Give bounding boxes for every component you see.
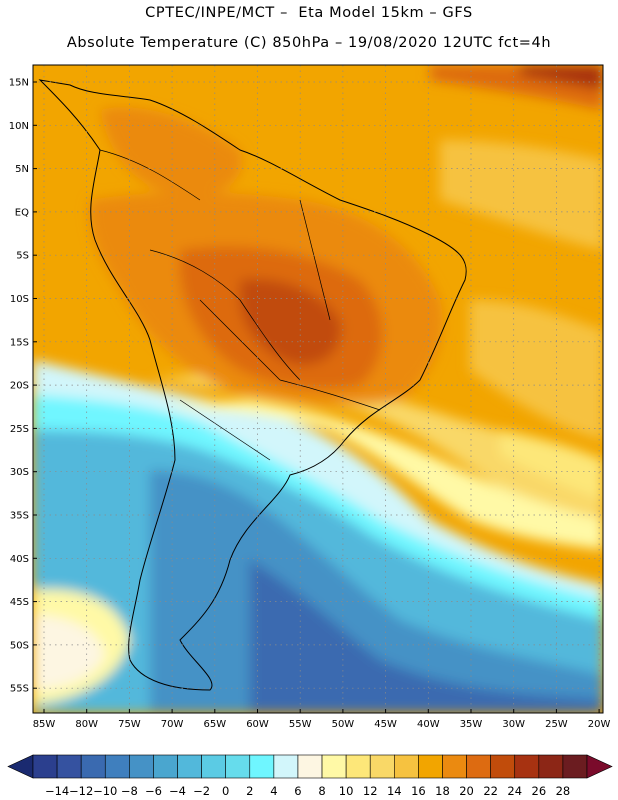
colorbar-swatch	[153, 754, 178, 779]
lat-tick-label: 5S	[16, 251, 29, 262]
gridlines	[33, 65, 603, 713]
lat-tick-label: 10N	[9, 121, 29, 132]
colorbar-swatch	[466, 754, 491, 779]
colorbar-swatch	[249, 754, 275, 779]
colorbar-swatch	[104, 754, 130, 779]
colorbar-tick-label: 14	[387, 784, 402, 798]
colorbar-swatch	[177, 754, 202, 779]
latitude-axis: 15N 10N 5N EQ 5S 10S 15S 20S 25S 30S 35S 40S 45S 50S 5…	[9, 78, 37, 695]
lat-tick-label: 10S	[10, 294, 29, 305]
lon-tick-label: 50W	[332, 719, 355, 730]
colorbar-tick-label: 16	[411, 784, 426, 798]
chart-title-line1: CPTEC/INPE/MCT – Eta Model 15km – GFS	[145, 5, 473, 21]
lat-tick-label: 30S	[10, 467, 29, 478]
lat-tick-label: 45S	[10, 597, 29, 608]
coastline	[38, 79, 467, 691]
colorbar-tick-label: −12	[69, 784, 93, 798]
colorbar-swatch	[297, 754, 323, 779]
colorbar-tick-label: 22	[483, 784, 498, 798]
colorbar-tick-label: 12	[363, 784, 378, 798]
lat-tick-label: 15S	[10, 337, 29, 348]
colorbar-tick-label: 28	[556, 784, 571, 798]
colorbar-tick-label: 4	[270, 784, 277, 798]
colorbar-tick-label: 0	[222, 784, 229, 798]
lon-tick-label: 85W	[33, 719, 56, 730]
colorbar-tick-label: 2	[246, 784, 253, 798]
map-frame	[32, 64, 604, 714]
lon-tick-label: 60W	[246, 719, 269, 730]
colorbar-underflow-arrow	[7, 754, 34, 779]
lat-tick-label: EQ	[15, 207, 29, 218]
lon-tick-label: 80W	[75, 719, 98, 730]
colorbar-tick-label: −10	[93, 784, 117, 798]
lon-tick-label: 65W	[203, 719, 226, 730]
lat-tick-label: 5N	[15, 164, 29, 175]
colorbar-swatch	[442, 754, 467, 779]
lon-tick-label: 55W	[289, 719, 312, 730]
lon-tick-label: 25W	[545, 719, 568, 730]
colorbar-tick-label: −2	[193, 784, 210, 798]
colorbar-tick-label: −4	[169, 784, 186, 798]
colorbar-tick-label: 26	[532, 784, 547, 798]
lat-tick-label: 15N	[9, 78, 29, 89]
lat-tick-label: 25S	[10, 424, 29, 435]
colorbar-swatch	[394, 754, 419, 779]
lat-tick-label: 55S	[10, 684, 29, 695]
lon-tick-label: 45W	[374, 719, 397, 730]
colorbar-swatch	[345, 754, 371, 779]
colorbar-swatch	[369, 754, 395, 779]
colorbar-swatch	[321, 754, 347, 779]
colorbar-swatch	[273, 754, 299, 779]
colorbar-overflow-arrow	[586, 754, 613, 779]
lon-tick-label: 75W	[118, 719, 141, 730]
lon-tick-label: 20W	[588, 719, 611, 730]
colorbar-swatch	[418, 754, 443, 779]
lat-tick-label: 35S	[10, 511, 29, 522]
colorbar-swatch	[538, 754, 564, 779]
colorbar-swatch	[56, 754, 82, 779]
lon-tick-label: 70W	[161, 719, 184, 730]
colorbar-tick-label: 18	[435, 784, 450, 798]
colorbar-swatch	[129, 754, 154, 779]
colorbar-tick-label: 10	[339, 784, 354, 798]
colorbar-swatch	[201, 754, 226, 779]
colorbar-tick-label: −6	[145, 784, 162, 798]
lat-tick-label: 40S	[10, 554, 29, 565]
lat-tick-label: 50S	[10, 640, 29, 651]
colorbar-tick-label: 6	[294, 784, 301, 798]
colorbar-tick-label: −14	[45, 784, 69, 798]
colorbar-tick-label: −8	[121, 784, 138, 798]
colorbar-swatch	[32, 754, 58, 779]
lat-tick-label: 20S	[10, 381, 29, 392]
colorbar-swatch	[562, 754, 588, 779]
colorbar-tick-label: 8	[318, 784, 325, 798]
lon-tick-label: 40W	[417, 719, 440, 730]
colorbar-swatch	[514, 754, 540, 779]
colorbar-tick-label: 24	[507, 784, 522, 798]
chart-title-line2: Absolute Temperature (C) 850hPa – 19/08/…	[66, 35, 552, 51]
temperature-field	[33, 65, 603, 713]
lon-tick-label: 35W	[460, 719, 483, 730]
country-borders	[99, 149, 381, 461]
colorbar-swatch	[490, 754, 516, 779]
colorbar-swatch	[225, 754, 251, 779]
colorbar-swatch	[80, 754, 106, 779]
colorbar-tick-label: 20	[459, 784, 474, 798]
longitude-axis: 85W 80W 75W 70W 65W 60W 55W 50W 45W 40W 35W 30W 25W 2…	[33, 709, 611, 730]
lon-tick-label: 30W	[502, 719, 525, 730]
